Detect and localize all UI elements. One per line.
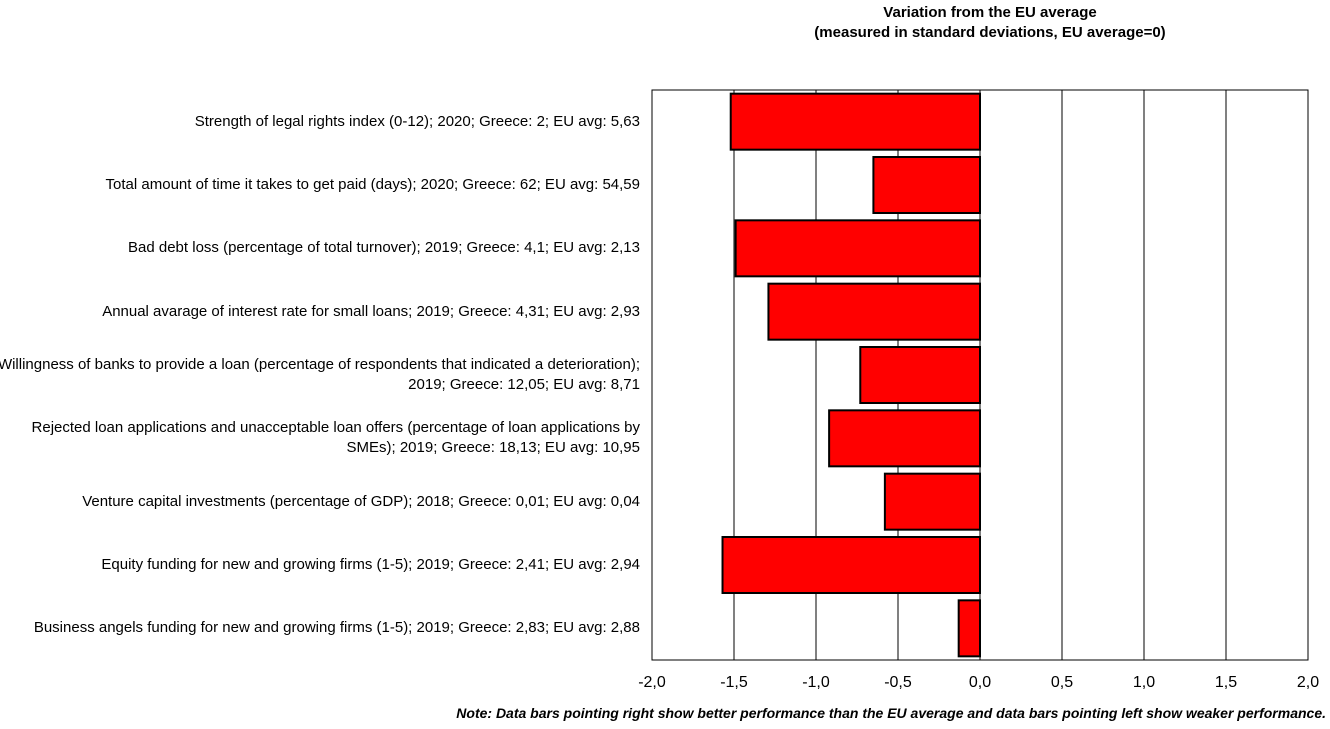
category-label: Venture capital investments (percentage … [82, 492, 640, 510]
x-tick-label: 2,0 [1297, 674, 1319, 691]
bar [883, 472, 982, 531]
bar [734, 219, 982, 278]
x-tick-label: 1,5 [1215, 674, 1237, 691]
x-tick-label: 0,0 [969, 674, 991, 691]
category-label: Willingness of banks to provide a loan (… [0, 356, 640, 393]
category-label: Rejected loan applications and unaccepta… [31, 419, 640, 457]
plot-border [651, 89, 1309, 661]
x-tick-label: -0,5 [884, 674, 912, 691]
chart-note: Note: Data bars pointing right show bett… [456, 705, 1326, 721]
category-label: Strength of legal rights index (0-12); 2… [194, 112, 640, 130]
x-tick-label: -1,0 [802, 674, 830, 691]
category-label: Annual avarage of interest rate for smal… [102, 302, 640, 320]
category-label: Business angels funding for new and grow… [33, 619, 640, 637]
category-label: Equity funding for new and growing firms… [101, 556, 640, 573]
chart-title-line-2: (measured in standard deviations, EU ave… [814, 24, 1166, 41]
bar [767, 282, 981, 341]
bar [957, 599, 981, 658]
bar [872, 156, 982, 214]
x-tick-label: -2,0 [638, 674, 666, 691]
x-tick-label: -1,5 [720, 674, 748, 691]
chart-title: Variation from the EU average (measured … [650, 3, 1330, 43]
category-label: Total amount of time it takes to get pai… [105, 176, 640, 193]
chart-title-line-1: Variation from the EU average [883, 4, 1097, 21]
bar [721, 536, 982, 594]
bar [859, 346, 982, 404]
bar [828, 409, 981, 468]
category-label: Bad debt loss (percentage of total turno… [128, 239, 640, 257]
bar [729, 92, 981, 151]
x-tick-label: 0,5 [1051, 674, 1073, 691]
x-tick-label: 1,0 [1133, 674, 1155, 691]
